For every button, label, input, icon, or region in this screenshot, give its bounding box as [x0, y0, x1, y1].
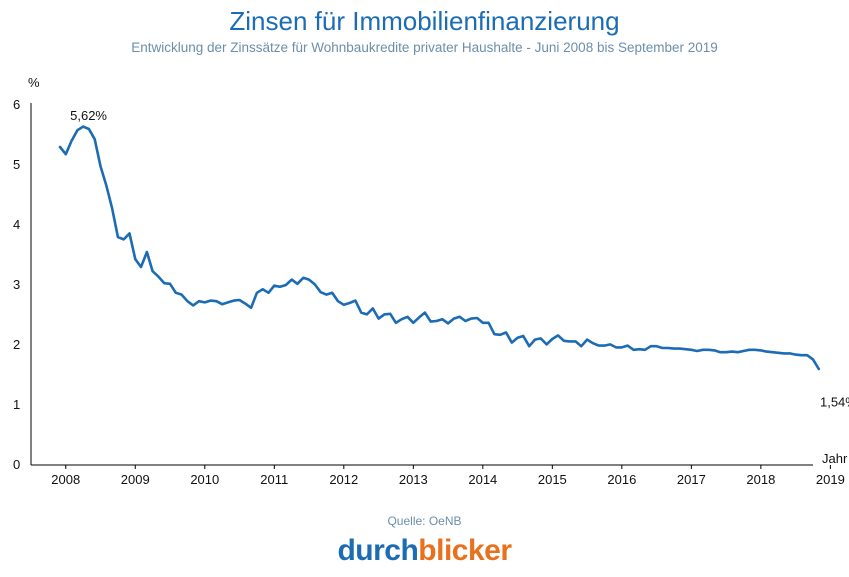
series-group	[58, 125, 821, 371]
x-tick-label: 2011	[260, 472, 288, 487]
tick-labels: 0 1 2 3 4 5 6 2008 2009 2010 2011 2012 2013 2014 2015 2…	[13, 97, 845, 487]
annotations: 5,62% 1,54%	[70, 108, 849, 410]
axes	[30, 103, 831, 469]
x-axis-label: Jahr	[822, 451, 848, 466]
series-line	[58, 125, 821, 371]
y-tick-label: 0	[13, 457, 20, 472]
y-tick-label: 3	[13, 277, 20, 292]
data-label: 1,54%	[820, 395, 849, 410]
y-axis-label: %	[28, 75, 40, 90]
source-note: Quelle: OeNB	[387, 514, 462, 528]
x-tick-label: 2019	[816, 472, 845, 487]
chart-subtitle: Entwicklung der Zinssätze für Wohnbaukre…	[131, 40, 718, 55]
brand-logo: durchblicker	[0, 534, 849, 568]
x-tick-label: 2018	[746, 472, 775, 487]
y-tick-label: 6	[13, 97, 20, 112]
chart-title: Zinsen für Immobilienfinanzierung	[229, 6, 620, 36]
y-tick-label: 5	[13, 157, 20, 172]
y-tick-label: 4	[13, 217, 20, 232]
y-tick-label: 1	[13, 397, 20, 412]
x-tick-label: 2014	[468, 472, 497, 487]
x-tick-label: 2017	[677, 472, 706, 487]
x-tick-label: 2016	[607, 472, 636, 487]
x-tick-label: 2012	[329, 472, 358, 487]
data-label: 5,62%	[70, 108, 107, 123]
x-tick-label: 2008	[51, 472, 80, 487]
x-tick-label: 2013	[399, 472, 428, 487]
logo-part-1: durch	[337, 534, 419, 567]
x-tick-label: 2009	[121, 472, 150, 487]
logo-part-2: blicker	[418, 534, 512, 567]
x-tick-label: 2010	[190, 472, 219, 487]
x-tick-label: 2015	[538, 472, 567, 487]
y-tick-label: 2	[13, 337, 20, 352]
